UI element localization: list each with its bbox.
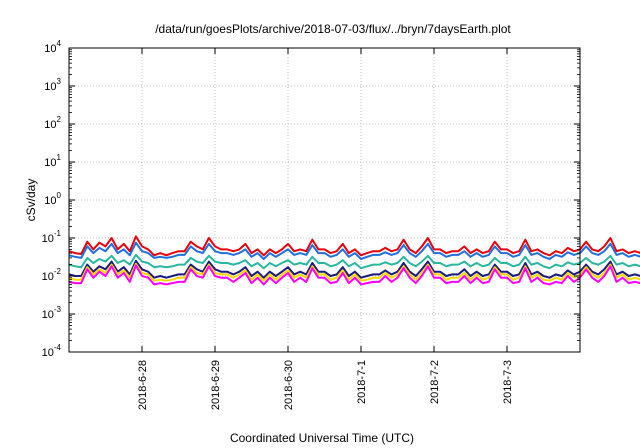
y-tick-label: 103 bbox=[44, 77, 61, 93]
series-line-5 bbox=[68, 262, 640, 282]
series-line-1 bbox=[68, 235, 640, 257]
x-axis: 2018-6-28 2018-6-29 2018-6-30 2018-7-1 2018-… bbox=[137, 48, 514, 410]
y-axis-label: cSv/day bbox=[24, 179, 38, 222]
y-tick-label: 104 bbox=[44, 39, 61, 55]
y-tick-label: 10-4 bbox=[42, 343, 62, 359]
y-tick-label: 10-2 bbox=[42, 267, 62, 283]
series-line-3 bbox=[68, 253, 640, 270]
x-tick-label: 2018-6-29 bbox=[210, 360, 222, 410]
chart-title: /data/run/goesPlots/archive/2018-07-03/f… bbox=[155, 22, 511, 36]
series-layer bbox=[68, 235, 640, 286]
y-tick-label: 10-1 bbox=[42, 229, 62, 245]
y-tick-label: 100 bbox=[44, 191, 61, 207]
x-axis-label: Coordinated Universal Time (UTC) bbox=[230, 431, 414, 445]
grid-lines bbox=[69, 48, 580, 352]
y-tick-label: 101 bbox=[44, 153, 61, 169]
x-tick-label: 2018-7-3 bbox=[502, 360, 514, 404]
series-line-4 bbox=[68, 259, 640, 279]
x-tick-label: 2018-7-2 bbox=[429, 360, 441, 404]
x-tick-label: 2018-6-30 bbox=[283, 360, 295, 410]
x-tick-label: 2018-7-1 bbox=[356, 360, 368, 404]
y-tick-label: 10-3 bbox=[42, 305, 62, 321]
series-line-6 bbox=[68, 264, 640, 286]
x-tick-label: 2018-6-28 bbox=[137, 360, 149, 410]
y-tick-label: 102 bbox=[44, 115, 61, 131]
y-axis: 10-4 10-3 10-2 10-1 100 101 102 103 104 bbox=[42, 39, 580, 359]
series-line-2 bbox=[68, 241, 640, 260]
